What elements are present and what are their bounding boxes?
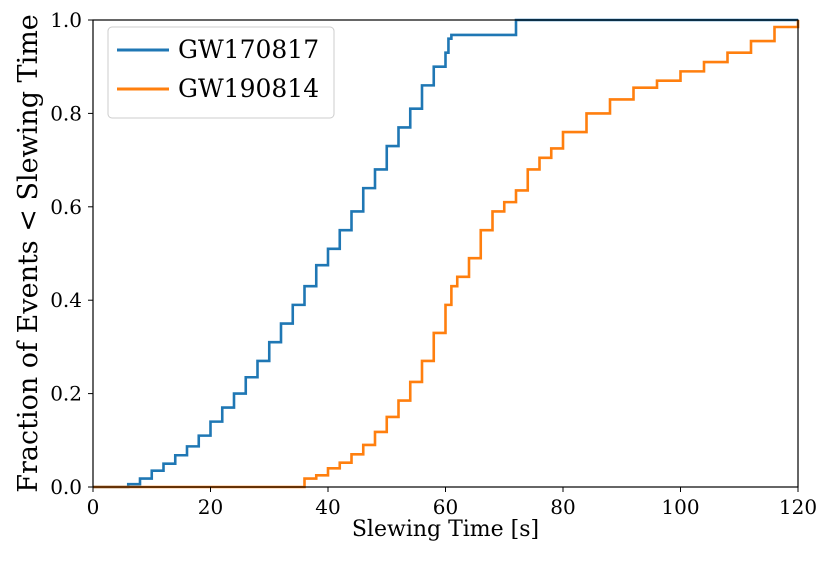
x-tick-label: 20	[198, 495, 223, 519]
x-tick-label: 120	[779, 495, 817, 519]
y-axis-label: Fraction of Events < Slewing Time	[13, 14, 44, 493]
x-tick-label: 80	[550, 495, 575, 519]
y-tick-label: 0.0	[50, 475, 82, 499]
y-tick-label: 0.2	[50, 382, 82, 406]
series-line-gw170817	[93, 18, 798, 489]
y-axis: 0.0 0.2 0.4 0.6 0.8 1.0	[50, 8, 93, 499]
legend-label-gw190814: GW190814	[178, 74, 319, 103]
series-layer	[93, 18, 800, 489]
y-tick-label: 1.0	[50, 8, 82, 32]
x-tick-label: 60	[433, 495, 458, 519]
legend: GW170817 GW190814	[107, 26, 335, 119]
y-tick-label: 0.4	[50, 288, 82, 312]
y-tick-label: 0.8	[50, 101, 82, 125]
x-axis: 0 20 40 60 80 100 120	[87, 487, 817, 519]
x-axis-label: Slewing Time [s]	[352, 517, 539, 542]
x-tick-label: 100	[661, 495, 699, 519]
legend-label-gw170817: GW170817	[178, 35, 319, 64]
x-tick-label: 0	[87, 495, 100, 519]
y-tick-label: 0.6	[50, 195, 82, 219]
series-line-gw190814	[93, 20, 800, 489]
x-tick-label: 40	[315, 495, 340, 519]
